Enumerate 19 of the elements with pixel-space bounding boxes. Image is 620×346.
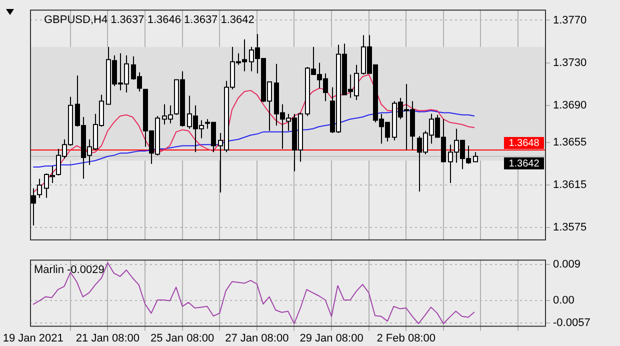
y-tick-label: 1.3730 xyxy=(553,56,587,69)
y-tick-label: 1.3615 xyxy=(553,179,587,192)
y-tick-label: 1.3575 xyxy=(553,222,587,234)
ref-line-label: 1.3648 xyxy=(508,138,540,150)
x-tick-label: 27 Jan 08:00 xyxy=(225,332,289,344)
y-tick-label: 1.3770 xyxy=(553,14,587,26)
y-tick-label: -0.0057 xyxy=(553,317,590,330)
y-tick-label: 1.3690 xyxy=(553,99,587,112)
y-tick-label: 0.00 xyxy=(553,294,574,306)
y-tick-label: 1.3655 xyxy=(553,136,587,149)
chart-title: Marlin -0.0029 xyxy=(34,264,104,276)
x-tick-label: 29 Jan 08:00 xyxy=(300,332,364,344)
ref-line-label: 1.3642 xyxy=(508,158,540,170)
chart-title: GBPUSD,H4 1.3637 1.3646 1.3637 1.3642 xyxy=(44,14,254,26)
x-tick-label: 21 Jan 08:00 xyxy=(76,332,140,344)
x-tick-label: 19 Jan 2021 xyxy=(2,332,64,344)
x-tick-label: 25 Jan 08:00 xyxy=(150,332,214,344)
y-tick-label: 0.009 xyxy=(553,258,581,270)
x-tick-label: 2 Feb 08:00 xyxy=(376,332,436,344)
